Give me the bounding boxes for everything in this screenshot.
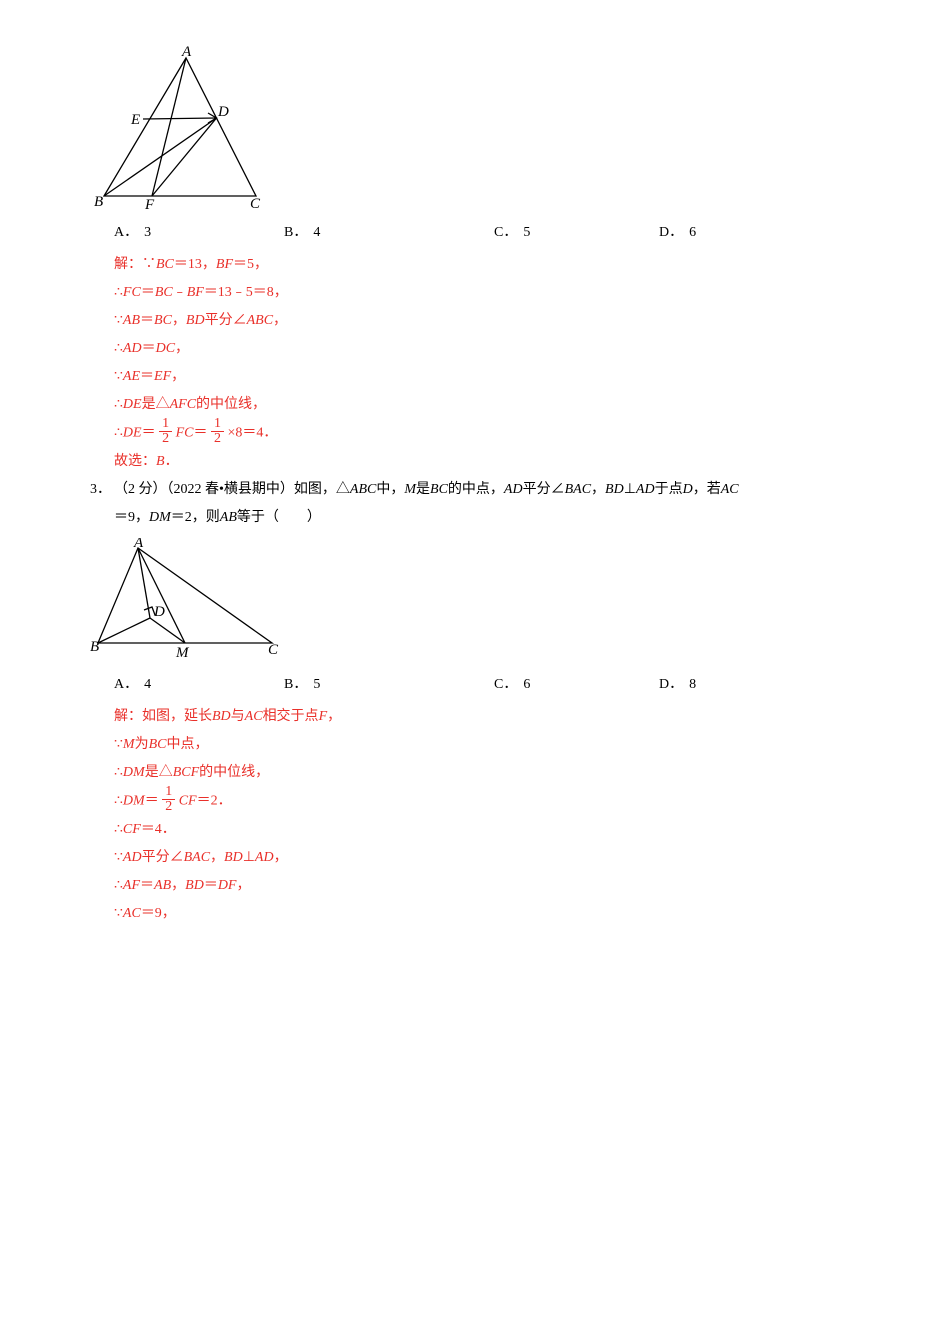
opt-value: 6 [523, 671, 530, 699]
q3: 3． （2 分）（2022 春•横县期中）如图，△ABC中，M是BC的中点，AD… [114, 476, 860, 532]
opt-value: 5 [313, 671, 320, 699]
label-D: D [217, 104, 229, 120]
label-E: E [130, 112, 140, 128]
label-C: C [268, 642, 279, 658]
q2-sol-line7: ∴DE＝ 12 FC＝ 12 ×8＝4． [114, 419, 860, 448]
fraction-half: 12 [162, 785, 175, 814]
triangle-aedf-diagram: A B C D E F [90, 46, 270, 211]
q3-sol-line1: 解：如图，延长BD与AC相交于点F， [114, 703, 860, 731]
fraction-half: 12 [159, 417, 172, 446]
q3-option-a: A．4 [114, 671, 284, 699]
q2-sol-line3: ∵AB＝BC，BD平分∠ABC， [114, 307, 860, 335]
triangle-abdm-diagram: A B C D M [90, 538, 290, 663]
q3-option-b: B．5 [284, 671, 494, 699]
q3-text: （2 分）（2022 春•横县期中）如图，△ABC中，M是BC的中点，AD平分∠… [114, 476, 739, 504]
label-C: C [250, 196, 261, 211]
opt-value: 3 [144, 219, 151, 247]
label-M: M [175, 645, 190, 661]
q3-sol-line7: ∴AF＝AB，BD＝DF， [114, 872, 860, 900]
label-D: D [153, 604, 165, 620]
q3-sol-line8: ∵AC＝9， [114, 900, 860, 928]
q3-option-d: D．8 [659, 671, 759, 699]
figure-1: A B C D E F [90, 46, 860, 211]
label-B: B [94, 194, 103, 210]
label-B: B [90, 639, 99, 655]
fraction-half: 12 [211, 417, 224, 446]
q2-solution: 解：∵BC＝13，BF＝5， ∴FC＝BC﹣BF＝13﹣5＝8， ∵AB＝BC，… [114, 251, 860, 476]
opt-label: A． [114, 219, 138, 247]
q2-sol-line2: ∴FC＝BC﹣BF＝13﹣5＝8， [114, 279, 860, 307]
q3-solution: 解：如图，延长BD与AC相交于点F， ∵M为BC中点， ∴DM是△BCF的中位线… [114, 703, 860, 928]
opt-label: A． [114, 671, 138, 699]
q2-option-a: A．3 [114, 219, 284, 247]
q2-option-c: C．5 [494, 219, 659, 247]
figure-2: A B C D M [90, 538, 860, 663]
q3-sol-line3: ∴DM是△BCF的中位线， [114, 759, 860, 787]
opt-label: C． [494, 671, 517, 699]
opt-label: D． [659, 219, 683, 247]
opt-label: D． [659, 671, 683, 699]
q3-sol-line6: ∵AD平分∠BAC，BD⊥AD， [114, 844, 860, 872]
q3-number: 3． [90, 476, 114, 504]
opt-value: 5 [523, 219, 530, 247]
label-A: A [133, 538, 144, 551]
q3-line2: ＝9，DM＝2，则AB等于（ ） [114, 504, 860, 532]
q3-line1: 3． （2 分）（2022 春•横县期中）如图，△ABC中，M是BC的中点，AD… [114, 476, 860, 504]
q2-sol-line6: ∴DE是△AFC的中位线， [114, 391, 860, 419]
q2-sol-line4: ∴AD＝DC， [114, 335, 860, 363]
label-F: F [144, 197, 155, 211]
q3-sol-line4: ∴DM＝ 12 CF＝2． [114, 787, 860, 816]
opt-label: B． [284, 671, 307, 699]
label-A: A [181, 46, 192, 60]
q2-sol-line5: ∵AE＝EF， [114, 363, 860, 391]
q2-options: A．3 B．4 C．5 D．6 [114, 219, 860, 247]
q2-option-b: B．4 [284, 219, 494, 247]
opt-value: 8 [689, 671, 696, 699]
q2-option-d: D．6 [659, 219, 759, 247]
opt-label: B． [284, 219, 307, 247]
opt-label: C． [494, 219, 517, 247]
opt-value: 6 [689, 219, 696, 247]
q2-sol-line8: 故选：B． [114, 448, 860, 476]
q3-option-c: C．6 [494, 671, 659, 699]
q3-sol-line5: ∴CF＝4． [114, 816, 860, 844]
q3-options: A．4 B．5 C．6 D．8 [114, 671, 860, 699]
q3-sol-line2: ∵M为BC中点， [114, 731, 860, 759]
q2-sol-line1: 解：∵BC＝13，BF＝5， [114, 251, 860, 279]
opt-value: 4 [144, 671, 151, 699]
opt-value: 4 [313, 219, 320, 247]
